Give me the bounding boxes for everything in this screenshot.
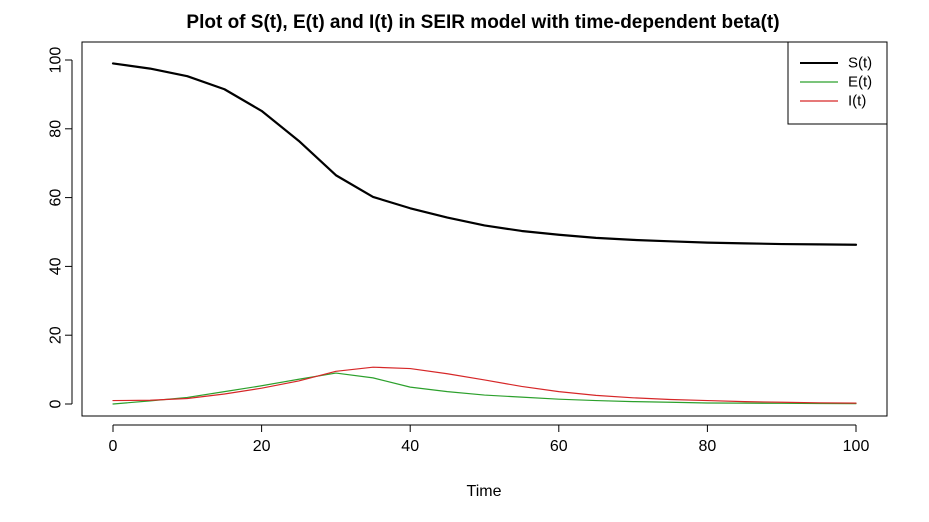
x-tick-label-100: 100 <box>843 438 870 455</box>
legend-box <box>787 41 888 125</box>
y-tick-label-20: 20 <box>48 326 65 344</box>
x-tick-label-60: 60 <box>550 438 568 455</box>
y-tick-label-40: 40 <box>48 257 65 275</box>
y-tick-label-60: 60 <box>48 189 65 207</box>
x-axis: 0 20 40 60 80 100 <box>109 424 870 455</box>
legend: S(t) E(t) I(t) <box>787 41 888 125</box>
x-tick-label-20: 20 <box>253 438 271 455</box>
plot-frame <box>81 41 888 417</box>
y-tick-label-100: 100 <box>48 47 65 74</box>
series-line-et <box>112 372 857 405</box>
x-tick-label-80: 80 <box>699 438 717 455</box>
x-axis-label: Time <box>467 483 502 500</box>
series-lines <box>111 62 858 405</box>
x-tick-label-40: 40 <box>401 438 419 455</box>
series-line-it <box>112 366 857 404</box>
y-axis: 0 20 40 60 80 100 <box>48 47 73 408</box>
y-tick-label-0: 0 <box>48 399 65 408</box>
legend-label-it: I(t) <box>848 93 866 110</box>
y-tick-label-80: 80 <box>48 120 65 138</box>
legend-label-st: S(t) <box>848 55 872 72</box>
series-line-st <box>111 62 858 246</box>
chart-title: Plot of S(t), E(t) and I(t) in SEIR mode… <box>186 12 779 33</box>
x-tick-label-0: 0 <box>109 438 118 455</box>
legend-label-et: E(t) <box>848 74 872 91</box>
